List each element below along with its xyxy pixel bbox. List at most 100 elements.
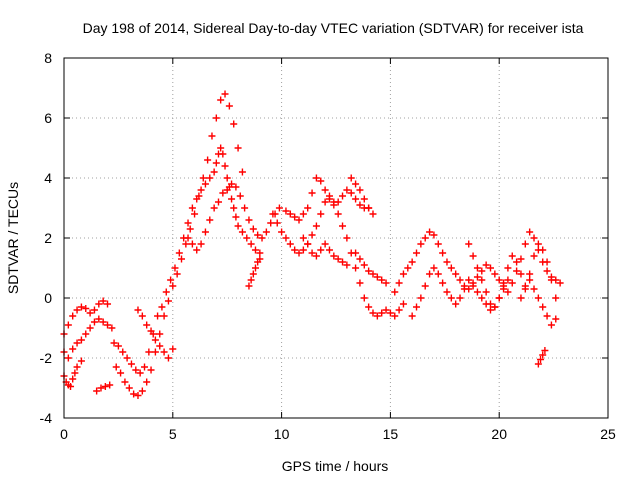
data-point — [413, 303, 421, 311]
data-point — [251, 264, 259, 272]
data-point — [312, 174, 320, 182]
data-point — [184, 219, 192, 227]
data-point — [517, 270, 525, 278]
data-point — [234, 144, 242, 152]
data-point — [295, 249, 303, 257]
x-tick-label: 25 — [600, 426, 616, 442]
data-point — [212, 159, 220, 167]
data-point — [343, 234, 351, 242]
data-point — [321, 240, 329, 248]
data-point — [439, 279, 447, 287]
axis-ticks: 0 5 10 15 20 25 -4 -2 0 2 4 6 8 — [40, 50, 616, 442]
data-point — [197, 186, 205, 194]
data-point — [73, 306, 81, 314]
data-point — [369, 210, 377, 218]
data-point — [408, 258, 416, 266]
data-point — [547, 321, 555, 329]
data-point — [347, 189, 355, 197]
data-point — [256, 249, 264, 257]
chart-title: Day 198 of 2014, Sidereal Day-to-day VTE… — [83, 20, 584, 36]
data-point — [64, 354, 72, 362]
data-point — [184, 234, 192, 242]
data-point — [382, 306, 390, 314]
data-point — [334, 210, 342, 218]
data-point — [308, 231, 316, 239]
data-point — [317, 177, 325, 185]
data-point — [221, 90, 229, 98]
data-point — [530, 234, 538, 242]
data-point — [352, 264, 360, 272]
data-point — [232, 183, 240, 191]
data-point — [417, 240, 425, 248]
data-point — [117, 369, 125, 377]
data-point — [73, 363, 81, 371]
data-point — [530, 285, 538, 293]
data-point — [295, 216, 303, 224]
data-point — [395, 306, 403, 314]
data-point — [69, 375, 77, 383]
data-point — [158, 303, 166, 311]
data-point — [206, 174, 214, 182]
data-point — [360, 195, 368, 203]
data-point — [447, 264, 455, 272]
data-point — [160, 348, 168, 356]
data-point — [360, 294, 368, 302]
data-point — [508, 279, 516, 287]
data-point — [86, 324, 94, 332]
data-point — [513, 258, 521, 266]
data-point — [256, 255, 264, 263]
data-point — [273, 219, 281, 227]
data-point — [251, 246, 259, 254]
data-point — [378, 276, 386, 284]
data-point — [452, 300, 460, 308]
data-point — [269, 210, 277, 218]
data-point — [204, 156, 212, 164]
data-point — [334, 198, 342, 206]
data-point — [304, 204, 312, 212]
data-point — [308, 249, 316, 257]
data-point — [206, 216, 214, 224]
data-point — [486, 300, 494, 308]
data-point — [156, 330, 164, 338]
data-point — [504, 288, 512, 296]
data-point — [504, 264, 512, 272]
data-point — [254, 231, 262, 239]
data-point — [365, 267, 373, 275]
data-point — [191, 210, 199, 218]
data-point — [543, 312, 551, 320]
data-point — [447, 294, 455, 302]
x-axis-label: GPS time / hours — [282, 458, 389, 474]
data-point — [275, 204, 283, 212]
x-tick-label: 5 — [169, 426, 177, 442]
data-point — [521, 285, 529, 293]
data-point — [317, 246, 325, 254]
data-point — [69, 312, 77, 320]
data-point — [232, 213, 240, 221]
data-point — [171, 264, 179, 272]
data-point — [504, 276, 512, 284]
data-point — [230, 204, 238, 212]
data-point — [312, 252, 320, 260]
data-point — [97, 384, 105, 392]
y-axis-label: SDTVAR / TECUs — [5, 182, 21, 294]
data-point — [125, 384, 133, 392]
data-point — [178, 255, 186, 263]
data-point — [217, 144, 225, 152]
data-point — [430, 264, 438, 272]
data-point — [552, 315, 560, 323]
data-point — [439, 249, 447, 257]
data-point — [486, 264, 494, 272]
data-point — [134, 392, 142, 399]
data-point — [430, 231, 438, 239]
data-point — [308, 189, 316, 197]
data-point — [164, 354, 172, 362]
x-tick-label: 10 — [274, 426, 290, 442]
data-point — [199, 174, 207, 182]
data-point — [127, 360, 135, 368]
data-point — [539, 246, 547, 254]
data-point — [221, 162, 229, 170]
data-point — [312, 222, 320, 230]
data-point — [154, 312, 162, 320]
data-point — [365, 204, 373, 212]
data-point — [356, 255, 364, 263]
